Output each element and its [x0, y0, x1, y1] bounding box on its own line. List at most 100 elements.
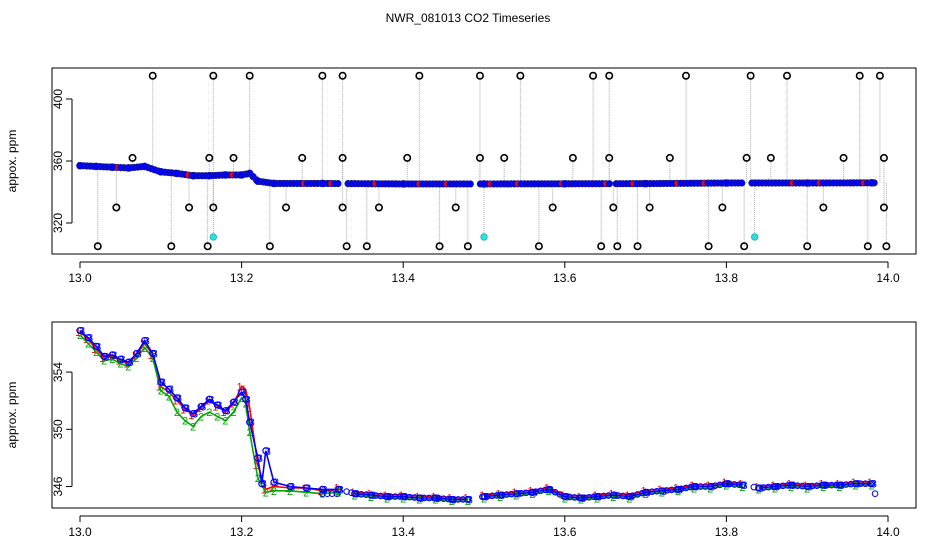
bottom-data-point	[286, 482, 294, 491]
bottom-series-line-2	[483, 484, 743, 501]
bottom-point-label-3: 3	[273, 477, 279, 489]
bottom-data-point	[513, 490, 520, 497]
bottom-data-point	[721, 480, 729, 488]
bottom-data-point	[537, 487, 544, 495]
bottom-data-point	[750, 483, 758, 491]
bottom-data-point	[430, 494, 438, 502]
bottom-data-point	[522, 489, 530, 497]
bottom-data-point	[828, 481, 835, 489]
top-outlier-point	[415, 71, 424, 80]
top-outlier-point	[318, 71, 327, 80]
top-data-point	[641, 179, 650, 188]
bottom-point-label-3: 3	[224, 406, 230, 418]
bottom-point-label-3: 3	[693, 482, 699, 494]
bottom-data-point	[197, 402, 205, 411]
bottom-data-point	[493, 492, 501, 499]
top-flagged-point	[750, 233, 759, 241]
top-outlier-point	[167, 242, 176, 251]
bottom-data-point	[488, 492, 496, 500]
bottom-point-label-3: 3	[95, 341, 101, 353]
bottom-point-label-1: 1	[818, 478, 824, 490]
top-outlier-point	[746, 71, 755, 80]
top-y-axis-label: appox. ppm	[5, 130, 19, 193]
bottom-data-point	[420, 494, 428, 502]
top-data-point	[189, 171, 197, 180]
bottom-point-label-2: 2	[247, 427, 253, 439]
bottom-data-point	[857, 480, 864, 487]
bottom-point-label-3: 3	[257, 453, 263, 465]
bottom-point-label-2: 2	[230, 407, 236, 419]
top-outlier-point	[548, 203, 557, 212]
bottom-data-point	[609, 491, 617, 499]
bottom-point-label-2: 2	[85, 338, 91, 350]
bottom-data-point	[677, 485, 685, 493]
top-outlier-point	[645, 203, 654, 212]
top-outlier-point	[605, 153, 614, 162]
bottom-data-point	[619, 492, 627, 500]
top-outlier-point	[205, 153, 214, 162]
top-outlier-point	[342, 242, 351, 251]
top-outlier-point	[879, 203, 888, 212]
top-data-point	[560, 179, 569, 188]
bottom-data-point	[803, 483, 811, 490]
bottom-data-point	[784, 482, 792, 489]
bottom-point-label-3: 3	[337, 484, 343, 496]
bottom-point-label-3: 3	[451, 494, 457, 506]
bottom-data-point	[84, 334, 92, 342]
top-outlier-point	[435, 242, 444, 251]
bottom-data-point	[323, 490, 331, 497]
bottom-point-label-1: 1	[350, 487, 356, 499]
bottom-point-label-2: 2	[142, 343, 148, 355]
bottom-series-line-2	[79, 334, 340, 495]
top-panel: 13.0 13.2 13.4 13.6 13.8 14.0 320 360 400 appox.…	[5, 67, 917, 285]
bottom-point-label-1: 1	[479, 490, 485, 502]
top-outlier-point	[209, 71, 218, 80]
bottom-data-point	[76, 326, 84, 335]
bottom-point-label-1: 1	[721, 477, 727, 489]
bottom-point-label-2: 2	[243, 399, 249, 411]
bottom-point-label-2: 2	[133, 353, 139, 365]
bottom-point-label-3: 3	[596, 492, 602, 504]
bottom-data-point	[774, 482, 782, 490]
bottom-data-point	[205, 395, 213, 403]
top-data-point	[205, 171, 214, 180]
top-x-tick-label: 13.8	[715, 271, 739, 285]
top-outlier-point	[516, 71, 525, 80]
bottom-point-label-3: 3	[402, 492, 408, 504]
bottom-point-label-1: 1	[156, 381, 162, 393]
top-outlier-point	[374, 203, 383, 212]
bottom-data-point	[648, 488, 656, 495]
bottom-point-label-3: 3	[265, 446, 271, 458]
top-outlier-point	[704, 242, 713, 251]
bottom-point-label-3: 3	[838, 480, 844, 492]
bottom-data-point	[697, 483, 704, 490]
bottom-data-point	[141, 337, 149, 345]
bottom-data-point	[639, 489, 646, 497]
bottom-data-point	[789, 481, 796, 489]
bottom-point-label-3: 3	[127, 357, 133, 369]
top-outlier-point	[203, 242, 212, 251]
top-data-point	[245, 169, 254, 178]
bottom-point-label-2: 2	[303, 487, 309, 499]
bottom-data-point	[333, 490, 341, 497]
bottom-point-label-3: 3	[434, 493, 440, 505]
bottom-data-point	[132, 349, 141, 358]
bottom-data-point	[532, 488, 540, 495]
bottom-data-point	[302, 484, 310, 492]
top-outlier-point	[338, 153, 347, 162]
bottom-data-point	[270, 478, 278, 486]
bottom-point-label-3: 3	[192, 409, 198, 421]
top-data-point	[108, 163, 117, 172]
bottom-point-label-3: 3	[119, 354, 125, 366]
top-outlier-point	[534, 242, 543, 251]
bottom-data-point	[658, 487, 666, 495]
bottom-point-label-1: 1	[301, 483, 307, 495]
top-outlier-point	[463, 242, 472, 251]
top-outlier-point	[282, 203, 291, 212]
bottom-point-label-1: 1	[641, 486, 647, 498]
bottom-point-label-3: 3	[261, 479, 267, 491]
bottom-point-label-2: 2	[190, 421, 196, 433]
bottom-point-label-2: 2	[271, 486, 277, 498]
bottom-data-point	[213, 401, 221, 409]
